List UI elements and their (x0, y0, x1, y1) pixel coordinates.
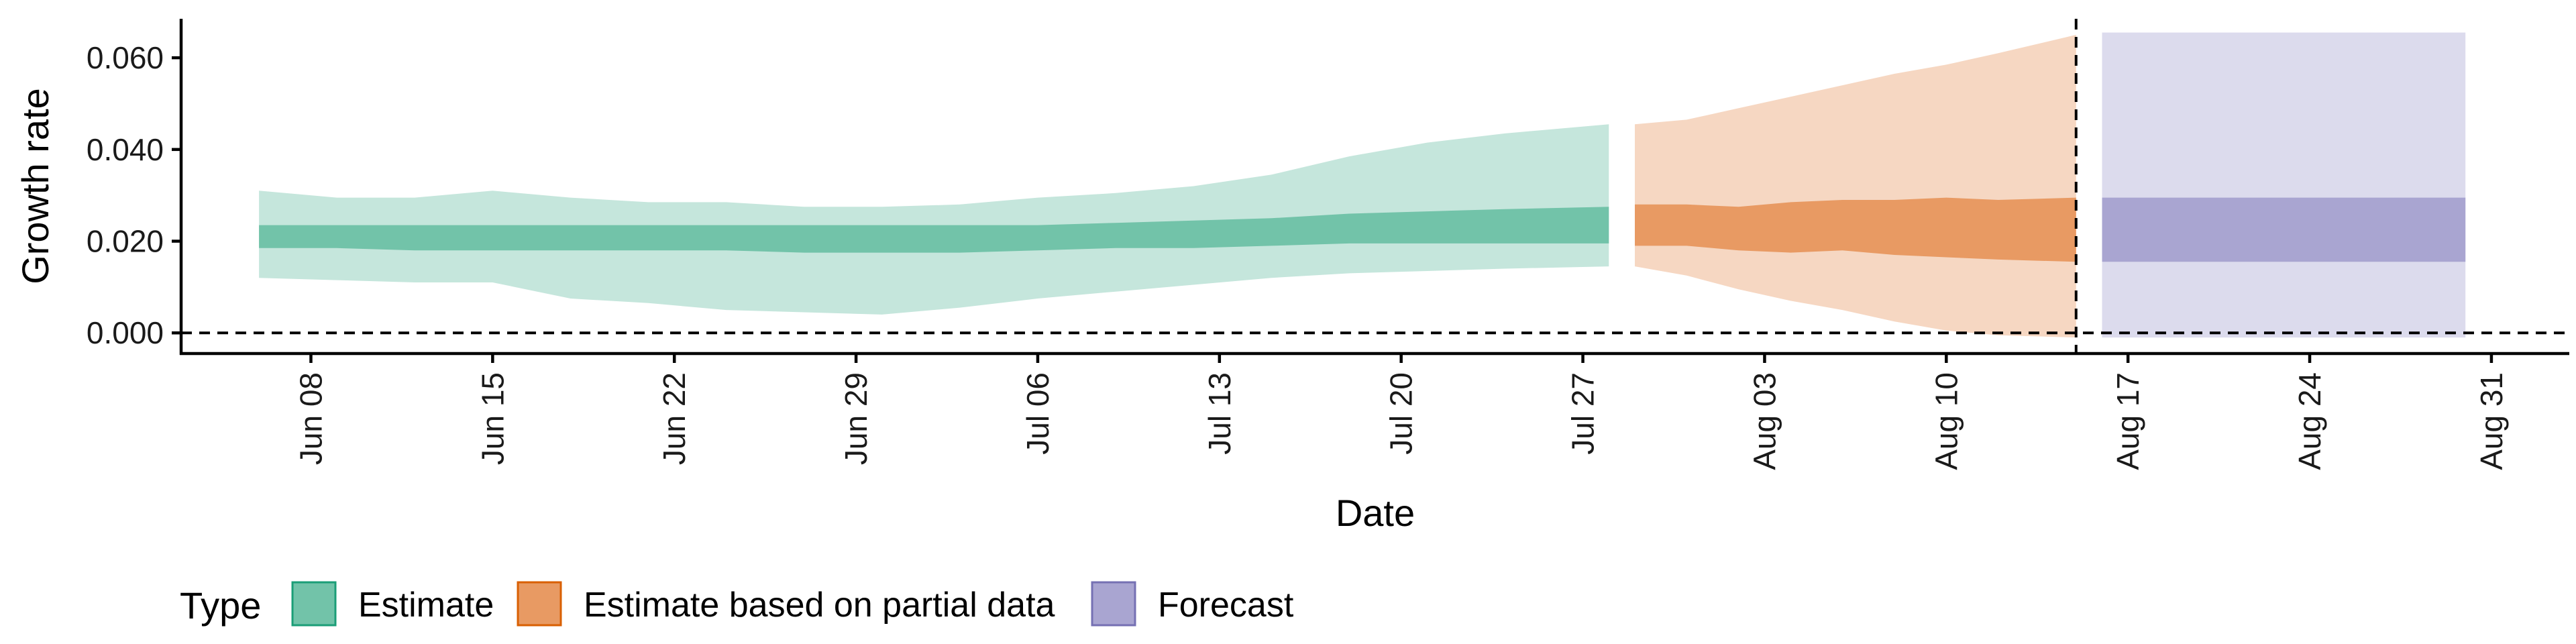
forecast-inner-band (2102, 197, 2466, 262)
legend-items: Estimate Estimate based on partial data Fo… (291, 581, 1294, 627)
y-tick-label: 0.000 (87, 315, 164, 350)
x-tick-label: Jul 13 (1202, 372, 1237, 455)
legend-label: Forecast (1158, 586, 1294, 625)
x-tick-label: Aug 10 (1929, 372, 1964, 470)
x-tick-label: Jun 15 (475, 372, 510, 465)
y-tick-label: 0.020 (87, 224, 164, 259)
y-tick-label: 0.060 (87, 40, 164, 75)
legend-label: Estimate (358, 586, 494, 625)
estimate-outer-band (259, 124, 1609, 315)
x-tick-label: Jul 06 (1020, 372, 1055, 455)
x-tick-label: Aug 17 (2110, 372, 2145, 470)
x-tick-label: Aug 31 (2474, 372, 2509, 470)
forecast-outer-band (2102, 32, 2466, 338)
y-axis-title: Growth rate (14, 88, 56, 284)
x-tick-label: Jul 27 (1566, 372, 1601, 455)
legend-swatch (1091, 581, 1136, 627)
x-tick-label: Jul 20 (1384, 372, 1419, 455)
uncertainty-bands (259, 32, 2466, 338)
y-tick-label: 0.040 (87, 132, 164, 167)
legend: Type Estimate Estimate based on partial d… (180, 581, 1294, 627)
x-axis-ticks: Jun 08 Jun 15 Jun 22 Jun 29 Jul 06 Jul 13 Jul … (293, 354, 2509, 470)
x-tick-label: Jun 29 (839, 372, 873, 465)
x-tick-label: Jun 22 (657, 372, 692, 465)
legend-title: Type (180, 584, 261, 627)
estimate-based-on-partial-data-inner-band (1635, 197, 2076, 262)
x-tick-label: Jun 08 (293, 372, 328, 465)
legend-label: Estimate based on partial data (584, 586, 1055, 625)
y-axis-ticks: 0.000 0.020 0.040 0.060 (87, 40, 181, 350)
estimate-based-on-partial-data-outer-band (1635, 34, 2076, 338)
legend-swatch (517, 581, 562, 627)
x-axis-title: Date (1336, 492, 1415, 534)
x-tick-label: Aug 24 (2292, 372, 2327, 470)
x-tick-label: Aug 03 (1747, 372, 1782, 470)
legend-swatch (291, 581, 337, 627)
estimate-inner-band (259, 207, 1609, 253)
